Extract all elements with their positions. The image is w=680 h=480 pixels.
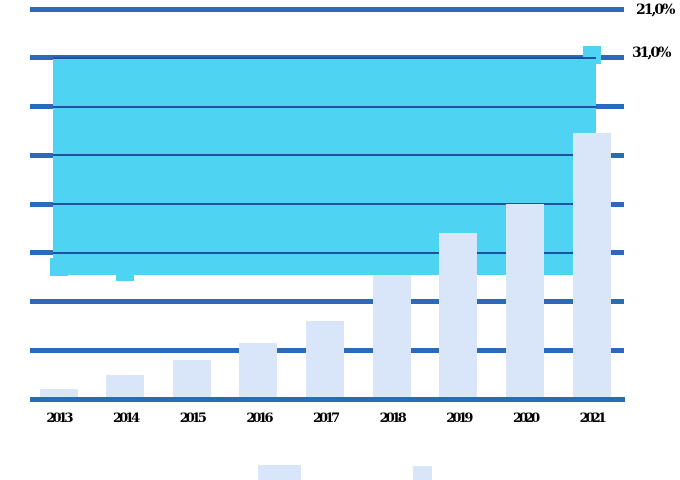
x-axis-line (30, 397, 625, 402)
bar-2014 (106, 374, 145, 399)
bar-2019 (439, 233, 478, 399)
x-tick-label-2018: 2018 (379, 411, 407, 426)
gridline-over-band (53, 154, 596, 157)
bar-2015 (172, 360, 211, 399)
gridline (30, 299, 624, 304)
x-tick-label-2017: 2017 (313, 411, 340, 426)
cyan-band-area (53, 57, 596, 275)
legend-swatch-1 (258, 465, 301, 480)
bar-2013 (39, 389, 78, 399)
x-tick-label-2013: 2013 (46, 411, 73, 426)
gridline-over-band (53, 203, 596, 205)
x-tick-label-2016: 2016 (246, 411, 273, 426)
gridline (30, 6, 624, 12)
gridline-over-band (53, 105, 596, 108)
data-label-top-right: 21,0% (636, 2, 675, 18)
x-tick-label-2019: 2019 (446, 411, 473, 426)
band-marker-2013 (49, 258, 68, 277)
bar-2016 (239, 342, 278, 399)
gridline-over-band (53, 251, 596, 254)
bar-2020 (506, 204, 545, 399)
band-marker-2014 (116, 263, 135, 282)
bar-2021 (572, 133, 611, 399)
bar-2017 (306, 321, 345, 399)
data-label-band: 31,0% (632, 45, 671, 61)
legend-swatch-2 (413, 466, 432, 480)
x-tick-label-2021: 2021 (579, 411, 607, 426)
gridline-over-band (53, 56, 596, 59)
band-marker-2021 (582, 46, 601, 65)
x-tick-label-2014: 2014 (113, 411, 140, 426)
x-tick-label-2015: 2015 (179, 411, 207, 426)
x-tick-label-2020: 2020 (512, 411, 540, 426)
bar-2018 (372, 274, 411, 399)
